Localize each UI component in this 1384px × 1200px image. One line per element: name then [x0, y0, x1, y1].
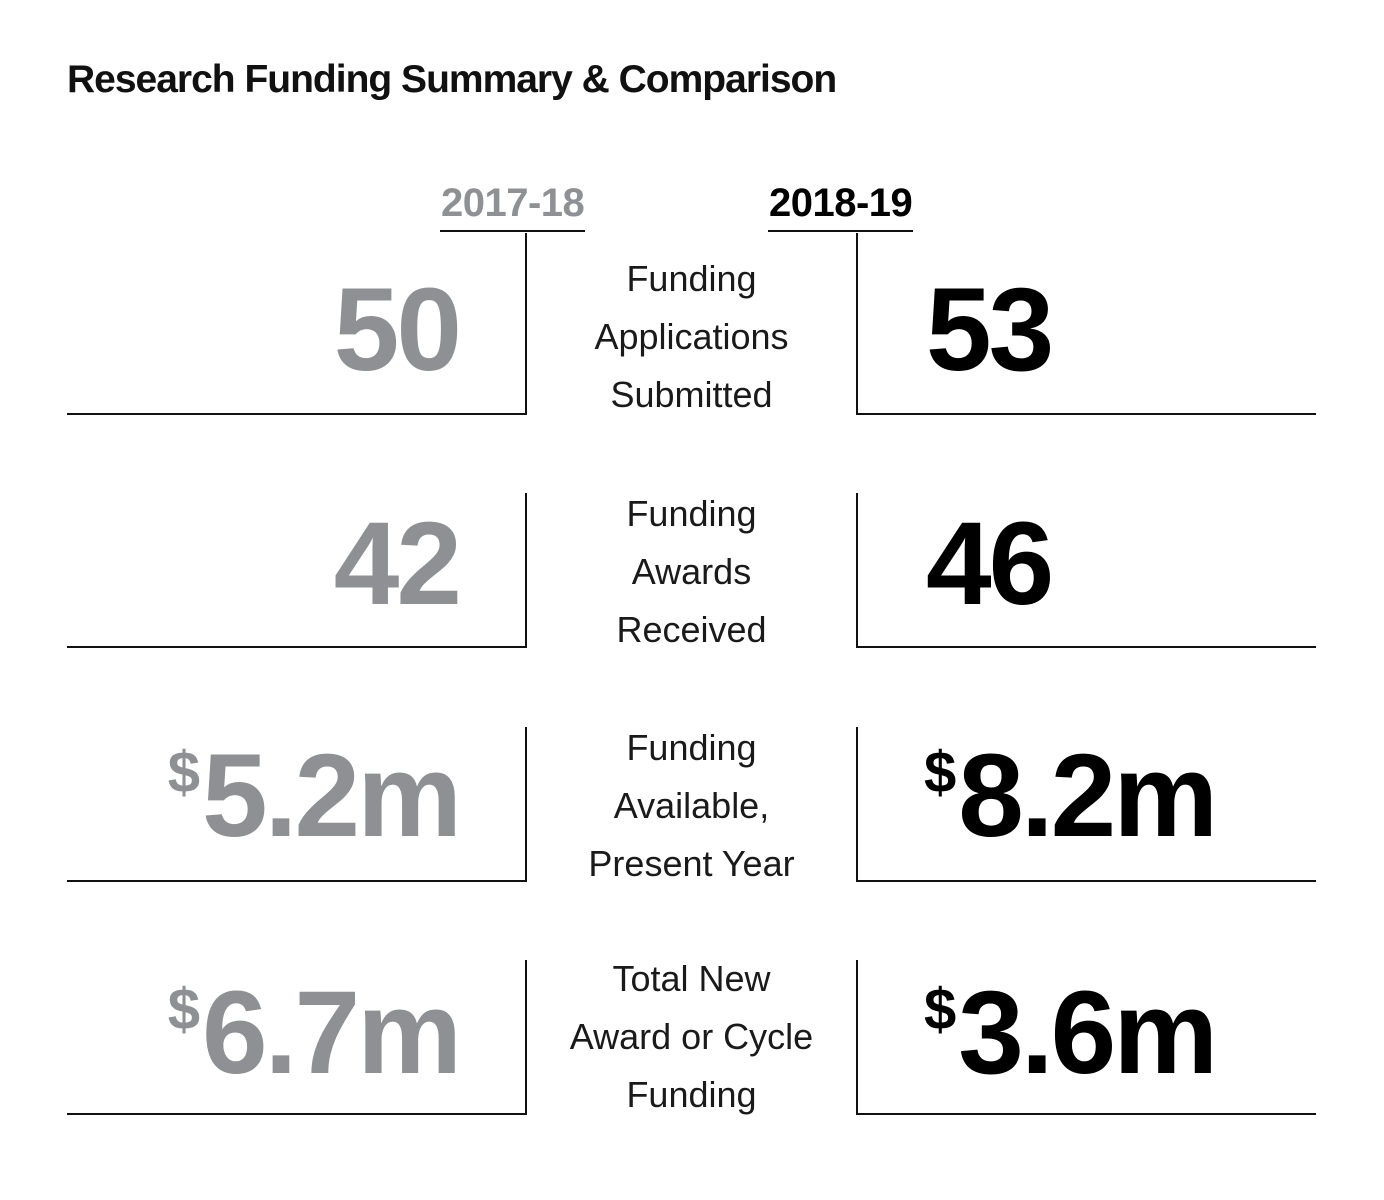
- metric-label-line: Awards: [631, 551, 752, 592]
- value-number: 42: [333, 498, 462, 630]
- metric-label-line: Available,: [613, 785, 770, 826]
- metric-label-line: Award or Cycle: [569, 1016, 814, 1057]
- value-number: 5.2m: [202, 730, 462, 862]
- metric-label: Funding Available, Present Year: [527, 719, 856, 893]
- current-value-cell: 53: [856, 233, 1316, 415]
- metric-label-line: Funding: [626, 258, 757, 299]
- page-title: Research Funding Summary & Comparison: [67, 58, 837, 101]
- value-number: 50: [333, 264, 462, 396]
- metric-label-line: Submitted: [610, 374, 773, 415]
- value-number: 6.7m: [202, 967, 462, 1099]
- value-number: 53: [926, 264, 1054, 396]
- currency-symbol: $: [924, 977, 957, 1042]
- previous-value-cell: $5.2m: [67, 727, 527, 882]
- current-value: $3.6m: [924, 974, 1218, 1092]
- current-value: 53: [924, 271, 1054, 389]
- metric-label: Funding Awards Received: [527, 485, 856, 659]
- value-number: 3.6m: [958, 967, 1218, 1099]
- currency-symbol: $: [924, 740, 957, 805]
- metric-label-line: Funding: [626, 1074, 757, 1115]
- previous-value-cell: 42: [67, 493, 527, 648]
- previous-value-cell: $6.7m: [67, 960, 527, 1115]
- previous-value-cell: 50: [67, 233, 527, 415]
- currency-symbol: $: [167, 977, 201, 1042]
- previous-value: 42: [332, 505, 462, 623]
- current-value: $8.2m: [924, 737, 1218, 855]
- value-number: 46: [926, 498, 1054, 630]
- metric-label-line: Present Year: [588, 843, 795, 884]
- metric-label: Total New Award or Cycle Funding: [527, 950, 856, 1124]
- year-header-current: 2018-19: [768, 180, 914, 232]
- current-value-cell: $3.6m: [856, 960, 1316, 1115]
- previous-value: 50: [332, 271, 462, 389]
- metric-label-line: Funding: [626, 493, 757, 534]
- current-value: 46: [924, 505, 1054, 623]
- current-value-cell: 46: [856, 493, 1316, 648]
- metric-label-line: Applications: [594, 316, 789, 357]
- metric-label-line: Received: [616, 609, 767, 650]
- metric-label-line: Total New: [612, 958, 771, 999]
- metric-label-line: Funding: [626, 727, 757, 768]
- metric-label: Funding Applications Submitted: [527, 250, 856, 424]
- previous-value: $6.7m: [167, 974, 462, 1092]
- value-number: 8.2m: [958, 730, 1218, 862]
- previous-value: $5.2m: [167, 737, 462, 855]
- currency-symbol: $: [167, 740, 201, 805]
- current-value-cell: $8.2m: [856, 727, 1316, 882]
- year-header-previous: 2017-18: [440, 180, 586, 232]
